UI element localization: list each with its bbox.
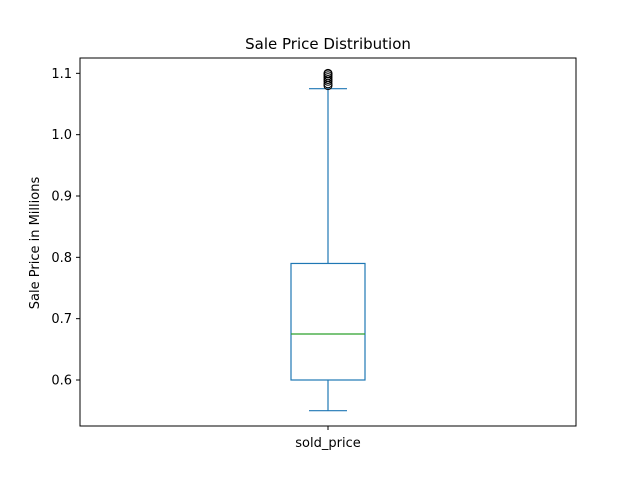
iqr-box [290, 262, 366, 381]
outlier-point [323, 68, 333, 78]
chart-title: Sale Price Distribution [245, 35, 411, 53]
y-tick-label: 1.0 [51, 128, 72, 143]
y-axis-label: Sale Price in Millions [28, 177, 43, 310]
plot-area [290, 68, 366, 412]
y-tick-label: 0.9 [51, 190, 72, 205]
x-tick-label: sold_price [295, 436, 360, 451]
y-tick-label: 0.7 [51, 312, 72, 327]
y-tick-label: 0.8 [51, 251, 72, 266]
y-tick-label: 1.1 [51, 67, 72, 82]
y-tick-label: 0.6 [51, 374, 72, 389]
